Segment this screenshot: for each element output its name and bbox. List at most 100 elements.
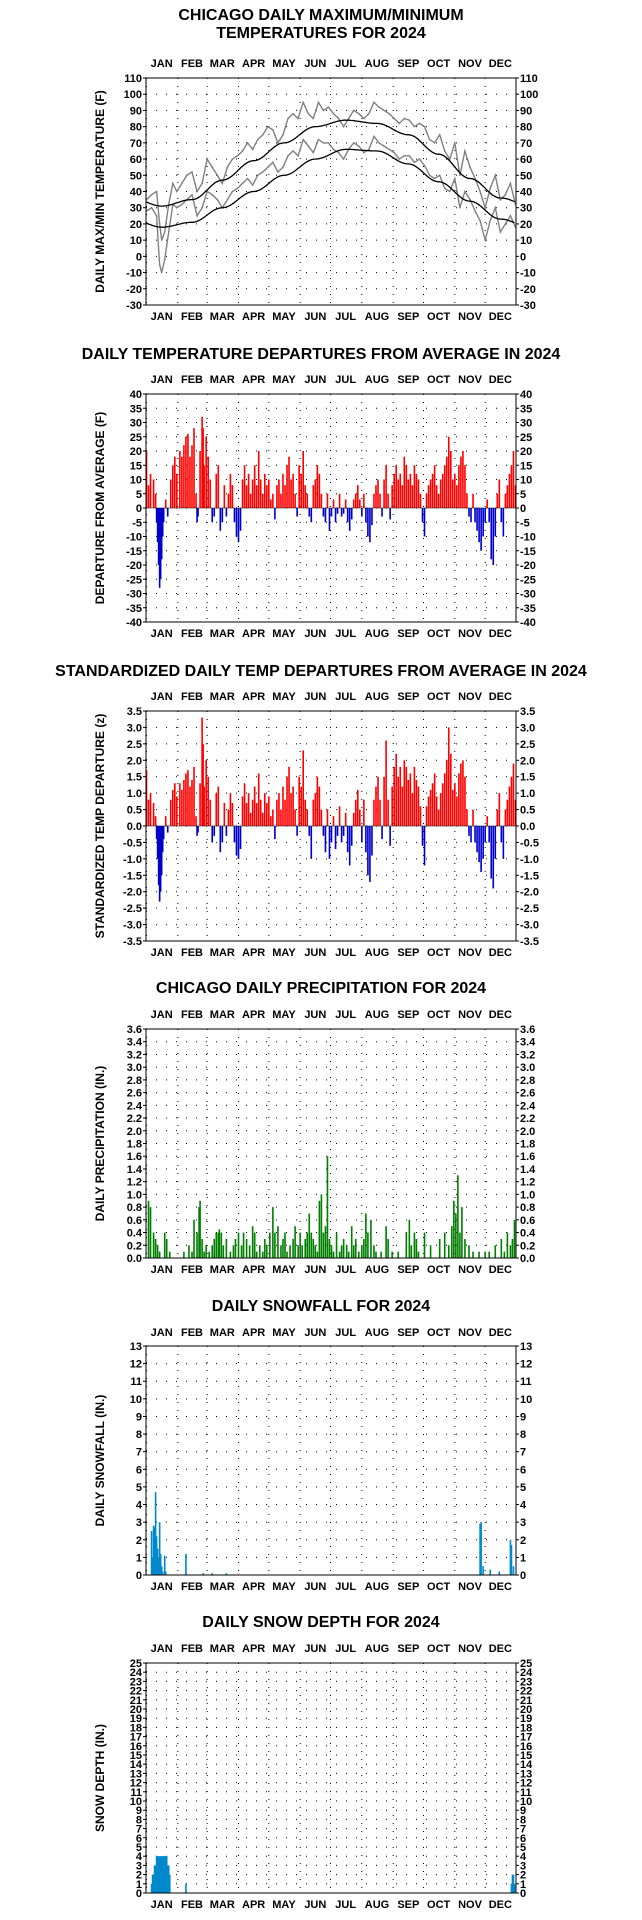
data-bar [237,1232,240,1258]
daily-max-point [292,112,294,115]
data-bar [215,793,218,826]
y-tick-label-right: -3.5 [520,936,539,948]
data-bar [328,1238,331,1258]
data-bar [149,473,152,508]
y-tick-label-right: 20 [520,219,532,231]
y-tick-label-right: -25 [520,574,536,586]
month-label-bottom: FEB [181,311,203,323]
data-bar [359,499,361,508]
month-label-bottom: OCT [427,1581,451,1593]
y-tick-label-left: 35 [130,403,142,415]
data-bar [482,508,484,537]
y-tick-label-right: 21 [520,1695,532,1707]
data-bar [458,465,460,508]
data-bar [247,473,250,508]
data-bar [363,1238,365,1258]
data-bar [359,809,361,826]
y-tick-label-right: 10 [520,235,532,247]
y-tick-label-left: 11 [130,1376,142,1388]
month-label-bottom: JAN [151,947,173,959]
month-label-bottom: OCT [427,1899,451,1911]
data-bar [468,826,470,836]
daily-min-point [236,187,239,190]
data-bar [500,1238,503,1258]
data-bar [397,1251,400,1258]
data-bar [314,479,317,508]
daily-max-point [256,138,259,141]
y-tick-label-right: 0 [520,1570,526,1582]
data-bar [164,499,167,508]
daily-max-point [246,142,249,144]
data-bar [231,485,234,508]
data-bar [191,1251,193,1258]
y-tick-label-right: 22 [520,1686,532,1698]
y-tick-label-left: 1 [136,1552,142,1564]
y-tick-label-right: -40 [520,617,536,629]
data-bar [201,416,203,508]
data-bar [344,499,347,508]
daily-min-point [241,182,244,185]
data-bar [443,773,446,826]
data-bar [215,1232,218,1258]
data-bar [326,1156,329,1258]
data-bar [292,1238,294,1258]
month-label-bottom: SEP [397,1899,419,1911]
daily-max-point [388,112,390,115]
data-bar [371,826,373,856]
daily-max-point [176,190,178,193]
y-tick-label-left: 1.0 [127,788,142,800]
data-bar [152,1232,155,1258]
month-label-top: JUN [304,1643,326,1655]
data-bar [154,1238,157,1258]
data-bar [158,1251,161,1258]
y-tick-label-left: -0.5 [123,837,142,849]
y-tick-label-right: 5 [520,1842,526,1854]
y-tick-label-left: -40 [126,617,142,629]
data-bar [237,826,240,859]
month-label-top: FEB [181,1643,203,1655]
data-bar [344,812,347,826]
y-tick-label-right: -1.5 [520,870,539,882]
y-tick-label-right: -20 [520,560,536,572]
data-bar [233,508,236,523]
data-bar [375,786,377,826]
month-label-bottom: DEC [489,1264,512,1276]
data-bar [276,799,278,826]
y-tick-label-left: 2 [136,1535,142,1547]
data-bar [494,826,497,859]
data-bar [326,493,329,508]
y-tick-label-left: 40 [130,187,142,199]
month-label-bottom: FEB [181,1581,203,1593]
data-bar [348,508,351,531]
data-bar [302,750,305,826]
y-tick-label-left: 9 [136,1805,142,1817]
data-bar [161,1856,164,1893]
daily-max-point [317,101,320,104]
y-tick-label-right: 24 [520,1667,533,1679]
data-bar [290,479,292,508]
month-label-bottom: FEB [181,947,203,959]
grid [146,1662,516,1894]
data-bar [157,826,160,886]
daily-min-point [428,174,431,177]
data-bar [298,465,300,508]
month-label-top: NOV [458,691,483,703]
data-bar [269,1232,271,1258]
data-bar [153,1865,156,1893]
data-bar [492,508,495,565]
data-bar [452,479,454,508]
month-label-bottom: AUG [365,1264,389,1276]
daily-max-point [342,125,345,128]
daily-min-point [282,166,284,168]
data-bar [166,508,169,517]
y-tick-label-right: 35 [520,403,532,415]
data-bar [240,1245,243,1258]
data-bar [145,770,148,826]
month-label-top: AUG [365,374,389,386]
daily-max-point [322,109,325,112]
data-bar [445,456,448,508]
month-label-top: SEP [397,691,419,703]
data-bar [367,826,369,876]
daily-min-point [368,148,370,151]
data-bar [234,1238,237,1258]
